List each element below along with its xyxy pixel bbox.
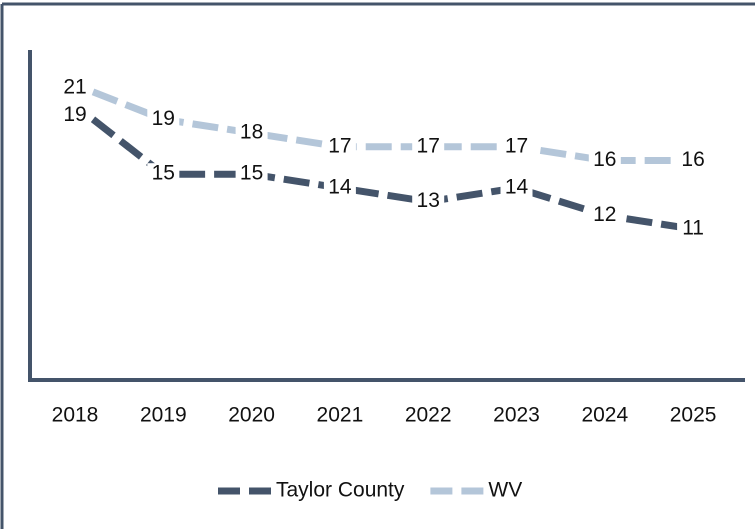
- data-label: 17: [505, 134, 528, 157]
- data-label: 18: [240, 121, 263, 144]
- x-tick-label: 2022: [405, 404, 452, 427]
- label-bg: [235, 163, 268, 186]
- data-label: 17: [328, 134, 351, 157]
- x-tick-label: 2023: [493, 404, 540, 427]
- data-label: 16: [593, 148, 616, 171]
- label-bg: [677, 218, 710, 241]
- label-bg: [147, 108, 180, 131]
- data-label: 15: [152, 162, 175, 185]
- label-bg: [412, 190, 445, 213]
- data-label: 16: [681, 148, 704, 171]
- legend-label: Taylor County: [276, 479, 405, 502]
- label-bg: [147, 163, 180, 186]
- data-label: 14: [328, 175, 352, 198]
- label-bg: [588, 204, 621, 227]
- label-bg: [412, 135, 445, 158]
- data-label: 15: [240, 162, 263, 185]
- label-bg: [500, 135, 533, 158]
- data-label: 17: [417, 134, 440, 157]
- label-bg: [500, 176, 533, 199]
- x-tick-label: 2024: [581, 404, 628, 427]
- x-tick-label: 2020: [228, 404, 275, 427]
- label-bg: [323, 176, 356, 199]
- data-label: 14: [505, 175, 529, 198]
- x-tick-label: 2025: [670, 404, 717, 427]
- data-label: 11: [682, 217, 704, 240]
- data-label: 13: [417, 189, 440, 212]
- x-tick-label: 2018: [52, 404, 99, 427]
- legend-label: WV: [488, 479, 522, 502]
- x-tick-label: 2019: [140, 404, 187, 427]
- label-bg: [588, 149, 621, 172]
- data-label: 12: [593, 203, 616, 226]
- label-bg: [677, 149, 710, 172]
- data-label: 19: [63, 103, 86, 126]
- label-bg: [323, 135, 356, 158]
- data-label: 19: [152, 107, 175, 130]
- data-label: 21: [63, 75, 86, 98]
- x-tick-label: 2021: [317, 404, 364, 427]
- label-bg: [59, 104, 91, 127]
- label-bg: [59, 76, 91, 99]
- label-bg: [235, 122, 268, 145]
